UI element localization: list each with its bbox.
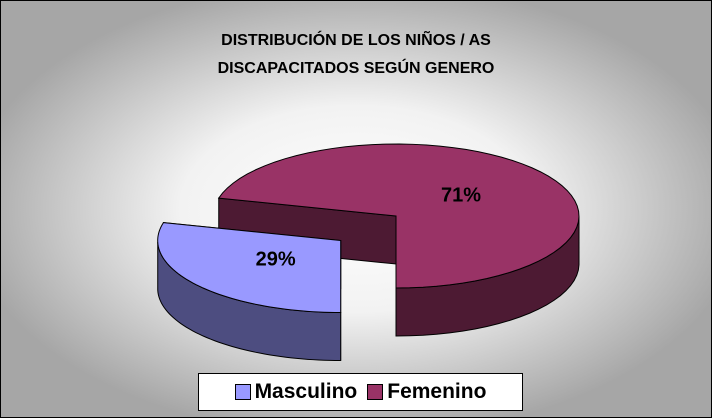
- legend-swatch: [367, 384, 384, 400]
- legend-item: Femenino: [367, 380, 486, 404]
- legend-item: Masculino: [234, 380, 358, 404]
- legend: Masculino Femenino: [198, 373, 523, 411]
- legend-label: Masculino: [254, 380, 358, 403]
- data-label: 71%: [441, 184, 481, 206]
- legend-swatch: [234, 384, 251, 400]
- data-label: 29%: [256, 249, 296, 271]
- slice-top: [217, 143, 580, 289]
- slice-top: [157, 222, 342, 314]
- slice: [157, 222, 342, 362]
- chart-title: DISTRIBUCIÓN DE LOS NIÑOS / AS DISCAPACI…: [217, 32, 495, 77]
- legend-label: Femenino: [387, 380, 487, 403]
